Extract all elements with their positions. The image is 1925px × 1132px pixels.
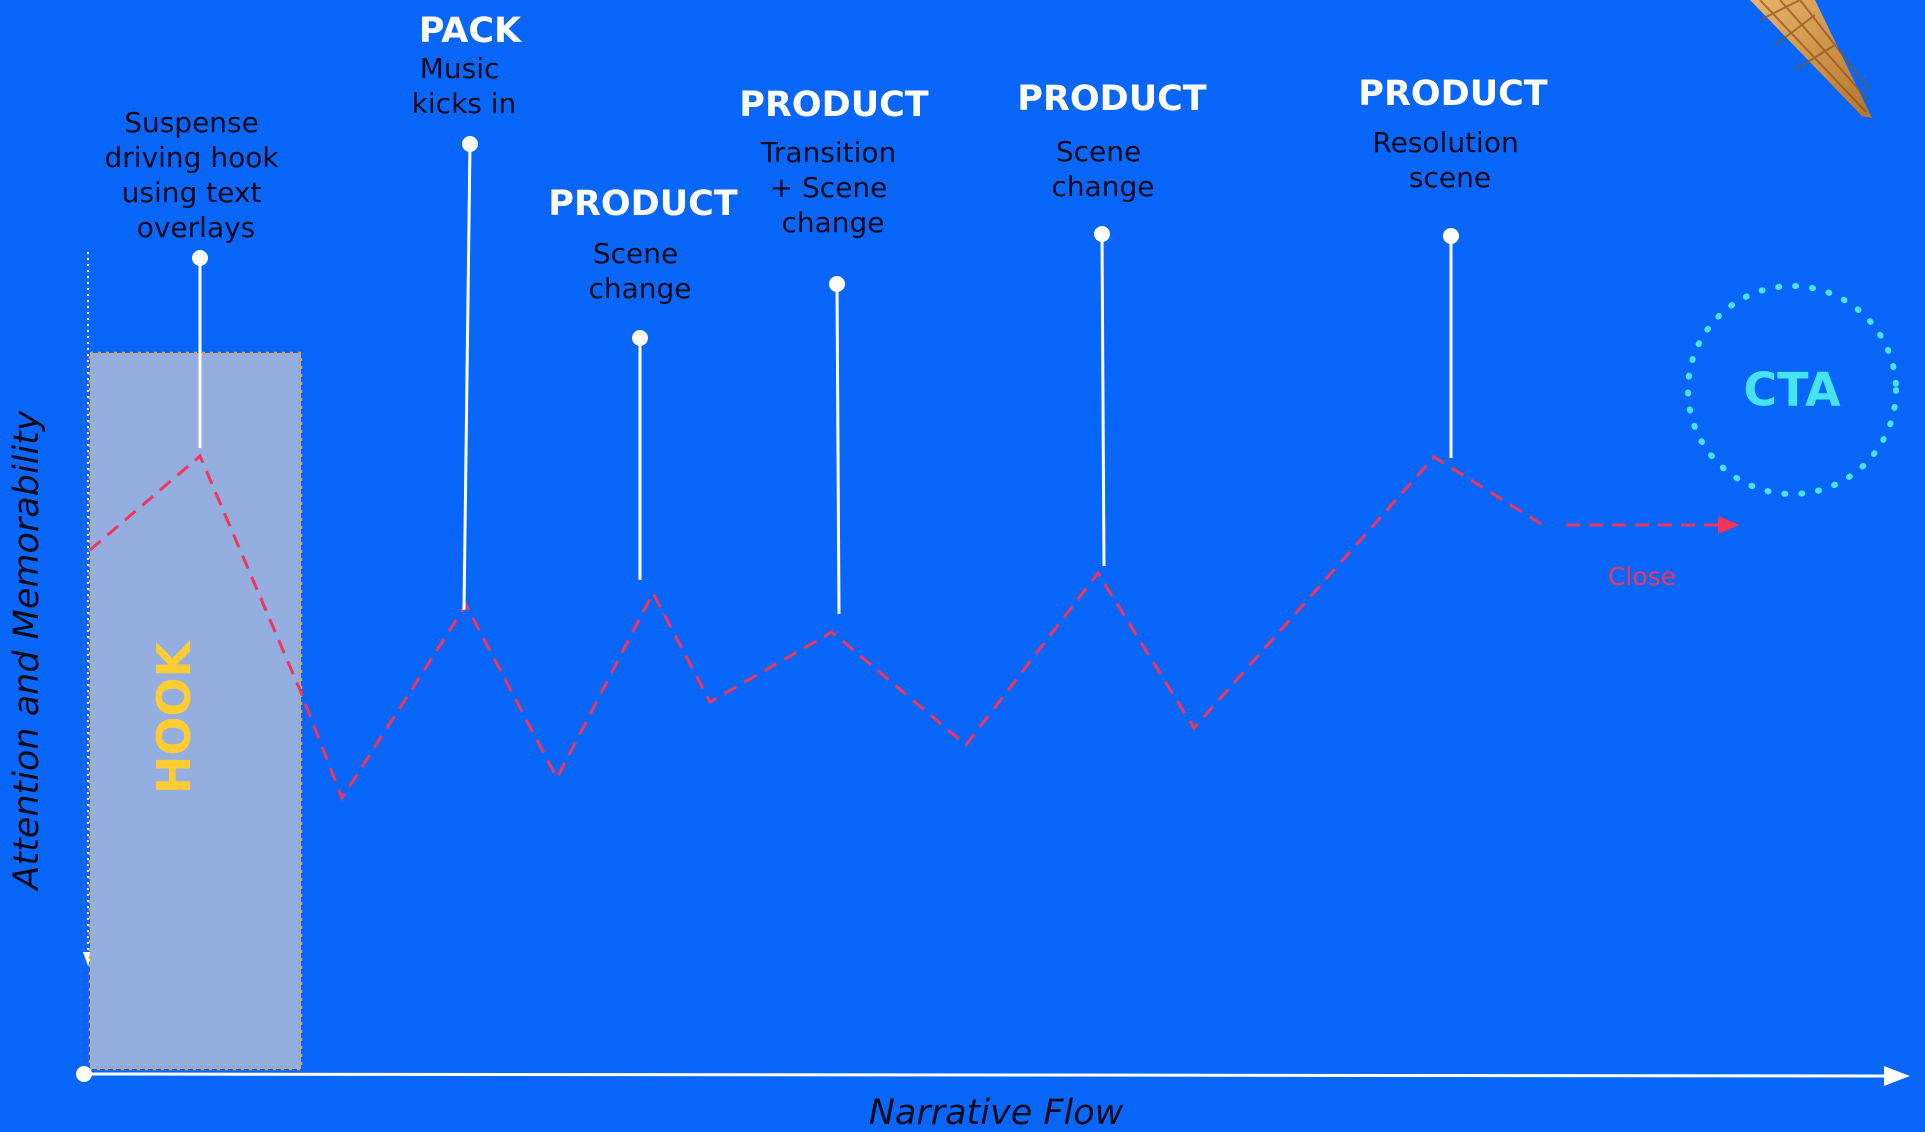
beat-pin-dot bbox=[1443, 228, 1459, 244]
attention-curve bbox=[89, 453, 1547, 802]
beat-product-resolution: PRODUCT Resolution scene bbox=[1358, 74, 1548, 458]
beat-heading: PACK bbox=[419, 11, 523, 51]
beat-heading: PRODUCT bbox=[1358, 74, 1548, 114]
beat-pin-line bbox=[1100, 233, 1106, 567]
beat-heading: PRODUCT bbox=[1017, 79, 1207, 119]
close-label: Close bbox=[1608, 562, 1676, 591]
beat-product-scene-change-1: PRODUCT Scene change bbox=[548, 184, 738, 580]
beat-pin-dot bbox=[829, 276, 845, 292]
beat-pin-dot bbox=[462, 136, 478, 152]
hook-box bbox=[88, 351, 303, 1071]
x-axis-arrowhead bbox=[1884, 1066, 1910, 1086]
cta-circle bbox=[1685, 283, 1899, 497]
beat-pack: PACK Music kicks in bbox=[412, 11, 523, 611]
beat-description: Suspense driving hook using text overlay… bbox=[105, 106, 288, 244]
cta-label: CTA bbox=[1743, 363, 1841, 417]
beat-description: Scene change bbox=[1051, 135, 1154, 203]
beat-heading: PRODUCT bbox=[739, 85, 929, 125]
x-axis-label: Narrative Flow bbox=[869, 1093, 1124, 1132]
beat-pin-line bbox=[835, 283, 841, 615]
beat-product-transition: PRODUCT Transition + Scene change bbox=[739, 85, 929, 615]
beat-description: Resolution scene bbox=[1372, 126, 1527, 194]
beat-hook: Suspense driving hook using text overlay… bbox=[105, 106, 288, 448]
beat-pin-dot bbox=[192, 250, 208, 266]
close-arrowhead bbox=[1718, 516, 1740, 534]
beat-pin-dot bbox=[1094, 226, 1110, 242]
beat-pin-line bbox=[462, 143, 472, 611]
hook-label: HOOK bbox=[147, 639, 201, 794]
axis-origin-dot bbox=[76, 1066, 92, 1082]
beat-product-scene-change-2: PRODUCT Scene change bbox=[1017, 79, 1207, 567]
beat-description: Music kicks in bbox=[412, 52, 517, 120]
ice-cream-cone-image bbox=[1750, 0, 1872, 118]
beat-description: Transition + Scene change bbox=[760, 136, 905, 239]
y-axis-label: Attention and Memorability bbox=[7, 409, 47, 891]
beat-pin-dot bbox=[632, 330, 648, 346]
x-axis bbox=[83, 1072, 1889, 1078]
beat-heading: PRODUCT bbox=[548, 184, 738, 224]
beat-description: Scene change bbox=[588, 237, 691, 305]
